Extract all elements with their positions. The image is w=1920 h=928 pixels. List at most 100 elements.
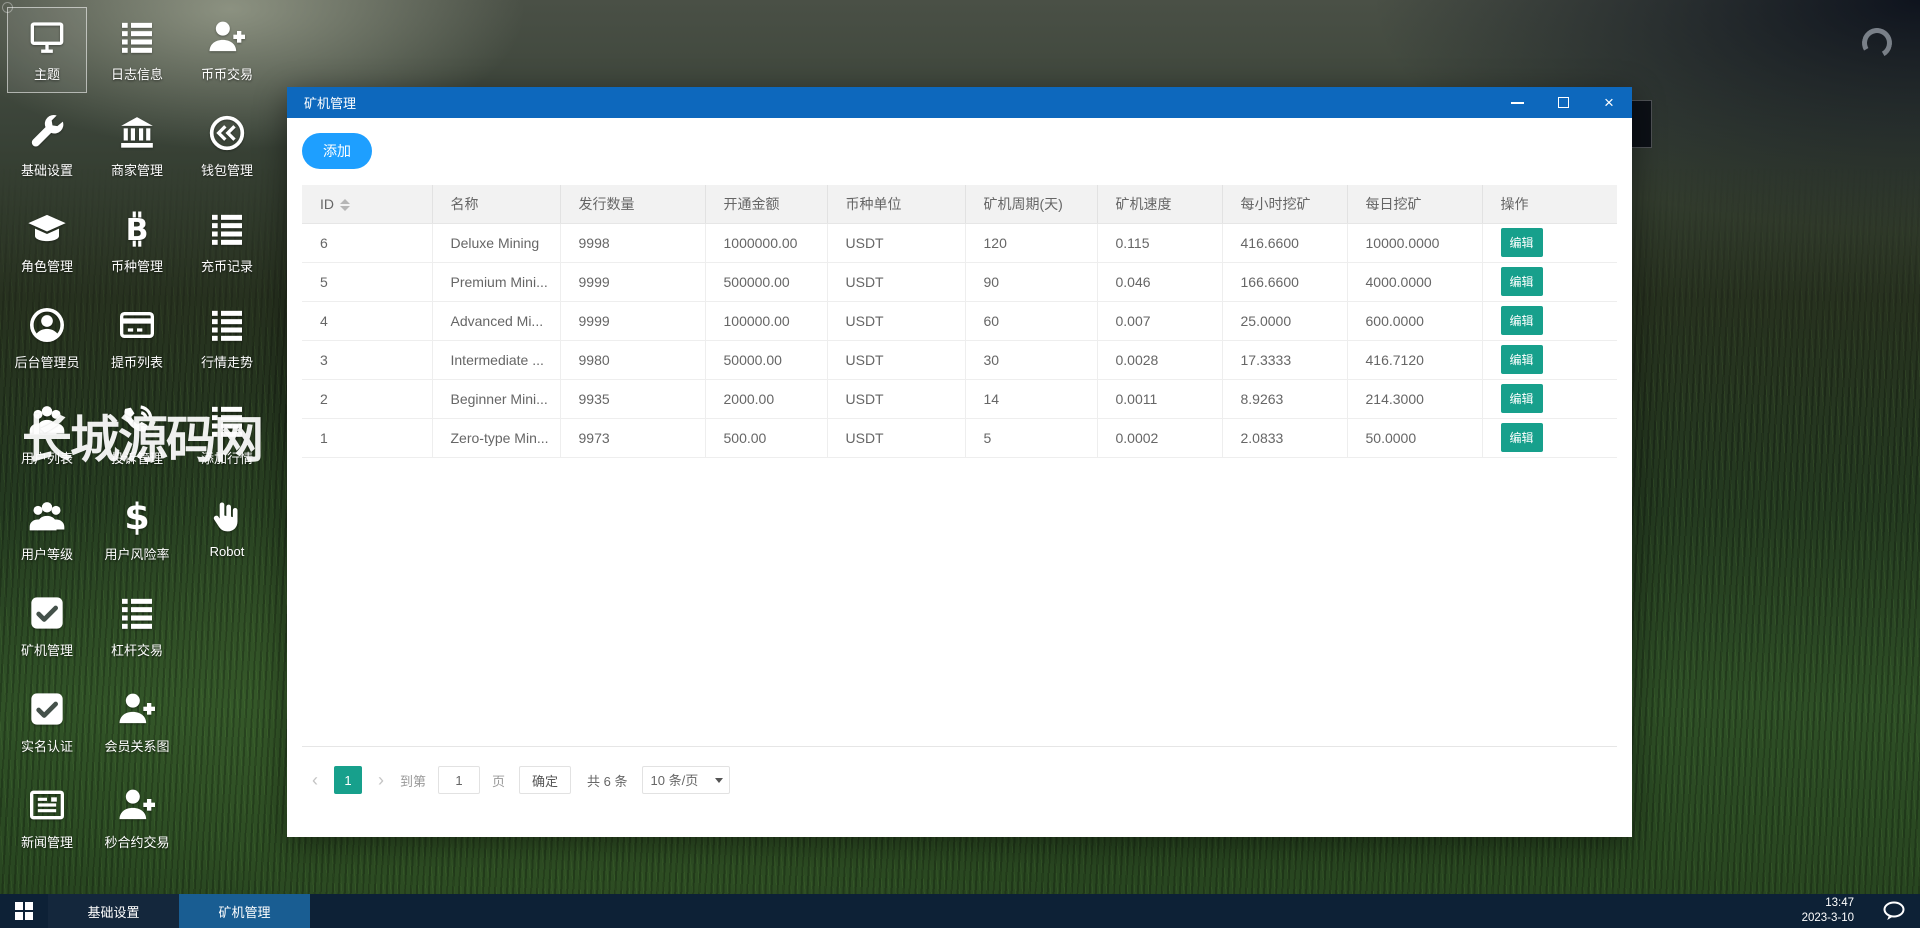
clock-date: 2023-3-10 xyxy=(1801,912,1854,924)
per-page-select[interactable]: 10 条/页 xyxy=(641,766,730,794)
edit-button[interactable]: 编辑 xyxy=(1500,267,1543,296)
window-body: 添加 ID 名称 发行数量 开通金额 币种单位 矿机周期(天) 矿机速度 每小时挖矿 每日挖矿操… xyxy=(287,118,1632,837)
desktop-icon-label: 实名认证 xyxy=(20,739,73,754)
start-button[interactable] xyxy=(0,894,48,928)
desktop-icon-9[interactable]: 后台管理员 xyxy=(7,295,87,381)
window-titlebar[interactable]: 矿机管理 × xyxy=(287,87,1632,118)
desktop-icon-16[interactable]: $ 用户风险率 xyxy=(97,487,177,573)
svg-text:$: $ xyxy=(124,497,150,537)
desktop-icon-24[interactable]: 新闻管理 xyxy=(7,775,87,861)
edit-button[interactable]: 编辑 xyxy=(1500,228,1543,257)
add-button[interactable]: 添加 xyxy=(302,133,372,169)
table-row: 1 Zero-type Min... 9973 500.00 USDT 5 0.0002 2.… xyxy=(302,418,1617,458)
desktop-icon-label: 日志信息 xyxy=(110,67,163,82)
desktop-icon-21[interactable]: 实名认证 xyxy=(7,679,87,765)
cell-hourly: 17.3333 xyxy=(1222,340,1348,380)
edit-button[interactable]: 编辑 xyxy=(1500,306,1543,335)
desktop-icon-label: 商家管理 xyxy=(110,163,163,178)
taskbar: 基础设置 矿机管理 13:47 2023-3-10 xyxy=(0,894,1920,928)
edit-button[interactable]: 编辑 xyxy=(1500,345,1543,374)
loading-spinner-icon xyxy=(1858,24,1896,62)
desktop-icon-2[interactable]: 币币交易 xyxy=(187,7,267,93)
desktop-icon-label: 新闻管理 xyxy=(20,835,73,850)
window-title: 矿机管理 xyxy=(304,96,357,111)
column-header-5: 矿机周期(天) xyxy=(965,185,1098,224)
cell-daily: 600.0000 xyxy=(1347,301,1483,341)
cell-issue: 9973 xyxy=(560,418,706,458)
cell-name: Advanced Mi... xyxy=(432,301,561,341)
table-row: 3 Intermediate ... 9980 50000.00 USDT 30 0.002… xyxy=(302,340,1617,380)
desktop-icon-3[interactable]: 基础设置 xyxy=(7,103,87,189)
cell-action: 编辑 xyxy=(1482,418,1617,458)
edit-button[interactable]: 编辑 xyxy=(1500,384,1543,413)
desktop-icon-5[interactable]: 钱包管理 xyxy=(187,103,267,189)
user-plus-icon xyxy=(206,16,248,58)
desktop-icon-0[interactable]: 主题 xyxy=(7,7,87,93)
desktop-icon-18[interactable]: 矿机管理 xyxy=(7,583,87,669)
cell-action: 编辑 xyxy=(1482,262,1617,302)
user-plus-icon xyxy=(116,784,158,826)
bank-icon xyxy=(116,112,158,154)
list-icon xyxy=(206,304,248,346)
cell-hourly: 25.0000 xyxy=(1222,301,1348,341)
dollar-icon: $ xyxy=(116,496,158,538)
desktop-icon-label: 投诉管理 xyxy=(110,451,163,466)
goto-page-input[interactable] xyxy=(438,766,481,794)
desktop-icon-25[interactable]: 秒合约交易 xyxy=(97,775,177,861)
current-page-button[interactable]: 1 xyxy=(334,766,362,794)
desktop-icon-11[interactable]: 行情走势 xyxy=(187,295,267,381)
cell-id: 2 xyxy=(302,379,433,419)
cell-name: Intermediate ... xyxy=(432,340,561,380)
maximize-button[interactable] xyxy=(1540,87,1586,118)
cell-speed: 0.046 xyxy=(1097,262,1223,302)
desktop-icon-8[interactable]: 充币记录 xyxy=(187,199,267,285)
confirm-button[interactable]: 确定 xyxy=(519,766,572,794)
cell-speed: 0.0028 xyxy=(1097,340,1223,380)
desktop-icon-7[interactable]: B 币种管理 xyxy=(97,199,177,285)
desktop-icon-15[interactable]: 用户等级 xyxy=(7,487,87,573)
desktop-icon-label: 秒合约交易 xyxy=(104,835,170,850)
desktop-icon-label: 基础设置 xyxy=(20,163,73,178)
news-icon xyxy=(26,784,68,826)
desktop-icon-19[interactable]: 杠杆交易 xyxy=(97,583,177,669)
desktop-icon-14[interactable]: 添加行情 xyxy=(187,391,267,477)
desktop-icon-10[interactable]: 提币列表 xyxy=(97,295,177,381)
check-square-icon xyxy=(26,592,68,634)
cell-unit: USDT xyxy=(827,223,966,263)
svg-text:B: B xyxy=(126,213,149,248)
per-page-select-wrap: 10 条/页 xyxy=(641,766,730,794)
desktop-icon-17[interactable]: Robot xyxy=(187,487,267,573)
desktop-icon-label: 币币交易 xyxy=(200,67,253,82)
desktop-icon-4[interactable]: 商家管理 xyxy=(97,103,177,189)
cell-unit: USDT xyxy=(827,301,966,341)
chat-tray-button[interactable] xyxy=(1868,894,1920,928)
cell-daily: 50.0000 xyxy=(1347,418,1483,458)
column-header-4: 币种单位 xyxy=(827,185,966,224)
desktop-icon-grid: 主题 日志信息 币币交易基础设置 商家管理 钱包管理角色管理 B 币种管理 充币记录后台管理员… xyxy=(4,4,274,868)
desktop-icon-label: 杠杆交易 xyxy=(110,643,163,658)
sort-icon[interactable] xyxy=(340,199,350,212)
desktop-icon-13[interactable]: 投诉管理 xyxy=(97,391,177,477)
taskbar-item-0[interactable]: 基础设置 xyxy=(48,894,179,928)
edit-button[interactable]: 编辑 xyxy=(1500,423,1543,452)
prev-page-button[interactable]: ‹ xyxy=(312,769,318,790)
cell-issue: 9999 xyxy=(560,301,706,341)
desktop-icon-12[interactable]: 用户列表 xyxy=(7,391,87,477)
desktop-icon-6[interactable]: 角色管理 xyxy=(7,199,87,285)
minimize-button[interactable] xyxy=(1494,87,1540,118)
close-button[interactable]: × xyxy=(1586,87,1632,118)
taskbar-item-1[interactable]: 矿机管理 xyxy=(179,894,310,928)
next-page-button[interactable]: › xyxy=(378,769,384,790)
column-header-9: 操作 xyxy=(1482,185,1617,224)
desktop-icon-1[interactable]: 日志信息 xyxy=(97,7,177,93)
cell-action: 编辑 xyxy=(1482,223,1617,263)
cell-name: Beginner Mini... xyxy=(432,379,561,419)
desktop-icon-22[interactable]: 会员关系图 xyxy=(97,679,177,765)
table-row: 2 Beginner Mini... 9935 2000.00 USDT 14 0.0011… xyxy=(302,379,1617,419)
cell-period: 120 xyxy=(965,223,1098,263)
windows-logo-icon xyxy=(15,902,33,920)
desktop-icon-label: 添加行情 xyxy=(200,451,253,466)
goto-label: 到第 xyxy=(400,773,427,789)
column-header-0[interactable]: ID xyxy=(302,185,433,224)
minimize-icon xyxy=(1510,101,1524,104)
